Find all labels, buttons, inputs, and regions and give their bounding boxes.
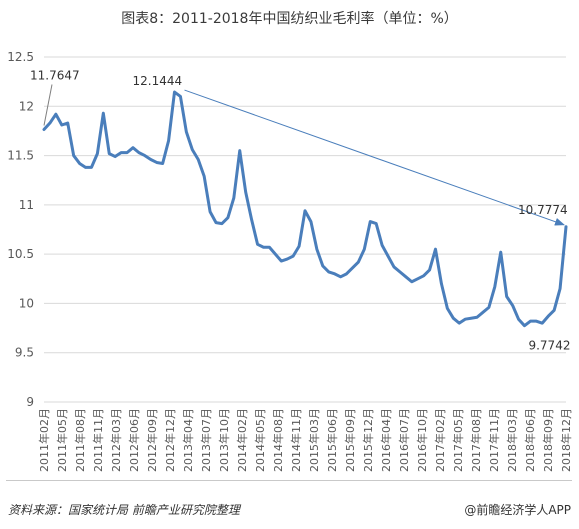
x-tick-label: 2017年11月 (487, 408, 501, 472)
annotation-leader (43, 84, 53, 126)
x-axis-ticks: 2011年02月 2011年05月 2011年08月 2011年11月 2012年03月… (37, 408, 573, 472)
chart-title: 图表8：2011-2018年中国纺织业毛利率（单位：%） (121, 11, 458, 27)
y-tick-label: 11 (19, 198, 34, 212)
y-tick-label: 12 (19, 99, 34, 113)
annotations-layer: 11.7647 12.1444 9.7742 10.7774 (30, 68, 570, 352)
x-tick-label: 2017年02月 (433, 408, 447, 472)
y-tick-label: 9.5 (15, 346, 34, 360)
data-label: 9.7742 (528, 339, 570, 353)
y-tick-label: 10.5 (7, 247, 34, 261)
x-tick-label: 2018年03月 (505, 408, 519, 472)
x-tick-label: 2011年11月 (91, 408, 105, 472)
y-tick-label: 10 (19, 296, 34, 310)
y-tick-label: 9 (26, 395, 34, 409)
x-tick-label: 2013年07月 (199, 408, 213, 472)
x-tick-label: 2011年05月 (55, 408, 69, 472)
source-note: 资料来源：国家统计局 前瞻产业研究院整理 (8, 503, 240, 517)
x-tick-label: 2016年04月 (379, 408, 393, 472)
x-tick-label: 2018年06月 (523, 408, 537, 472)
x-tick-label: 2014年05月 (253, 408, 267, 472)
x-tick-label: 2015年09月 (343, 408, 357, 472)
x-tick-label: 2013年10月 (217, 408, 231, 472)
x-tick-label: 2016年07月 (397, 408, 411, 472)
x-tick-label: 2018年09月 (541, 408, 555, 472)
x-tick-label: 2017年08月 (469, 408, 483, 472)
y-tick-label: 11.5 (7, 149, 34, 163)
x-tick-label: 2013年04月 (181, 408, 195, 472)
x-tick-label: 2014年02月 (235, 408, 249, 472)
x-tick-label: 2017年05月 (451, 408, 465, 472)
x-tick-label: 2018年12月 (559, 408, 573, 472)
series-layer (42, 90, 568, 328)
x-tick-label: 2012年06月 (127, 408, 141, 472)
y-axis-ticks: 12.5 12 11.5 11 10.5 10 9.5 9 (7, 50, 34, 409)
data-label: 12.1444 (133, 74, 183, 88)
series-line (42, 90, 568, 328)
x-tick-label: 2016年10月 (415, 408, 429, 472)
x-tick-label: 2011年02月 (37, 408, 51, 472)
footer-divider (6, 480, 572, 481)
x-tick-label: 2011年08月 (73, 408, 87, 472)
gridlines (44, 56, 566, 403)
x-tick-label: 2014年08月 (271, 408, 285, 472)
data-label: 10.7774 (518, 203, 568, 217)
x-tick-label: 2014年11月 (289, 408, 303, 472)
x-tick-label: 2012年12月 (163, 408, 177, 472)
x-tick-label: 2015年12月 (361, 408, 375, 472)
y-tick-label: 12.5 (7, 50, 34, 64)
x-tick-label: 2012年03月 (109, 408, 123, 472)
x-tick-label: 2015年06月 (325, 408, 339, 472)
data-label: 11.7647 (30, 68, 80, 82)
x-tick-label: 2015年03月 (307, 408, 321, 472)
brand-label: @前瞻经济学人APP (464, 503, 571, 517)
x-tick-label: 2012年09月 (145, 408, 159, 472)
trend-arrow (184, 89, 565, 226)
